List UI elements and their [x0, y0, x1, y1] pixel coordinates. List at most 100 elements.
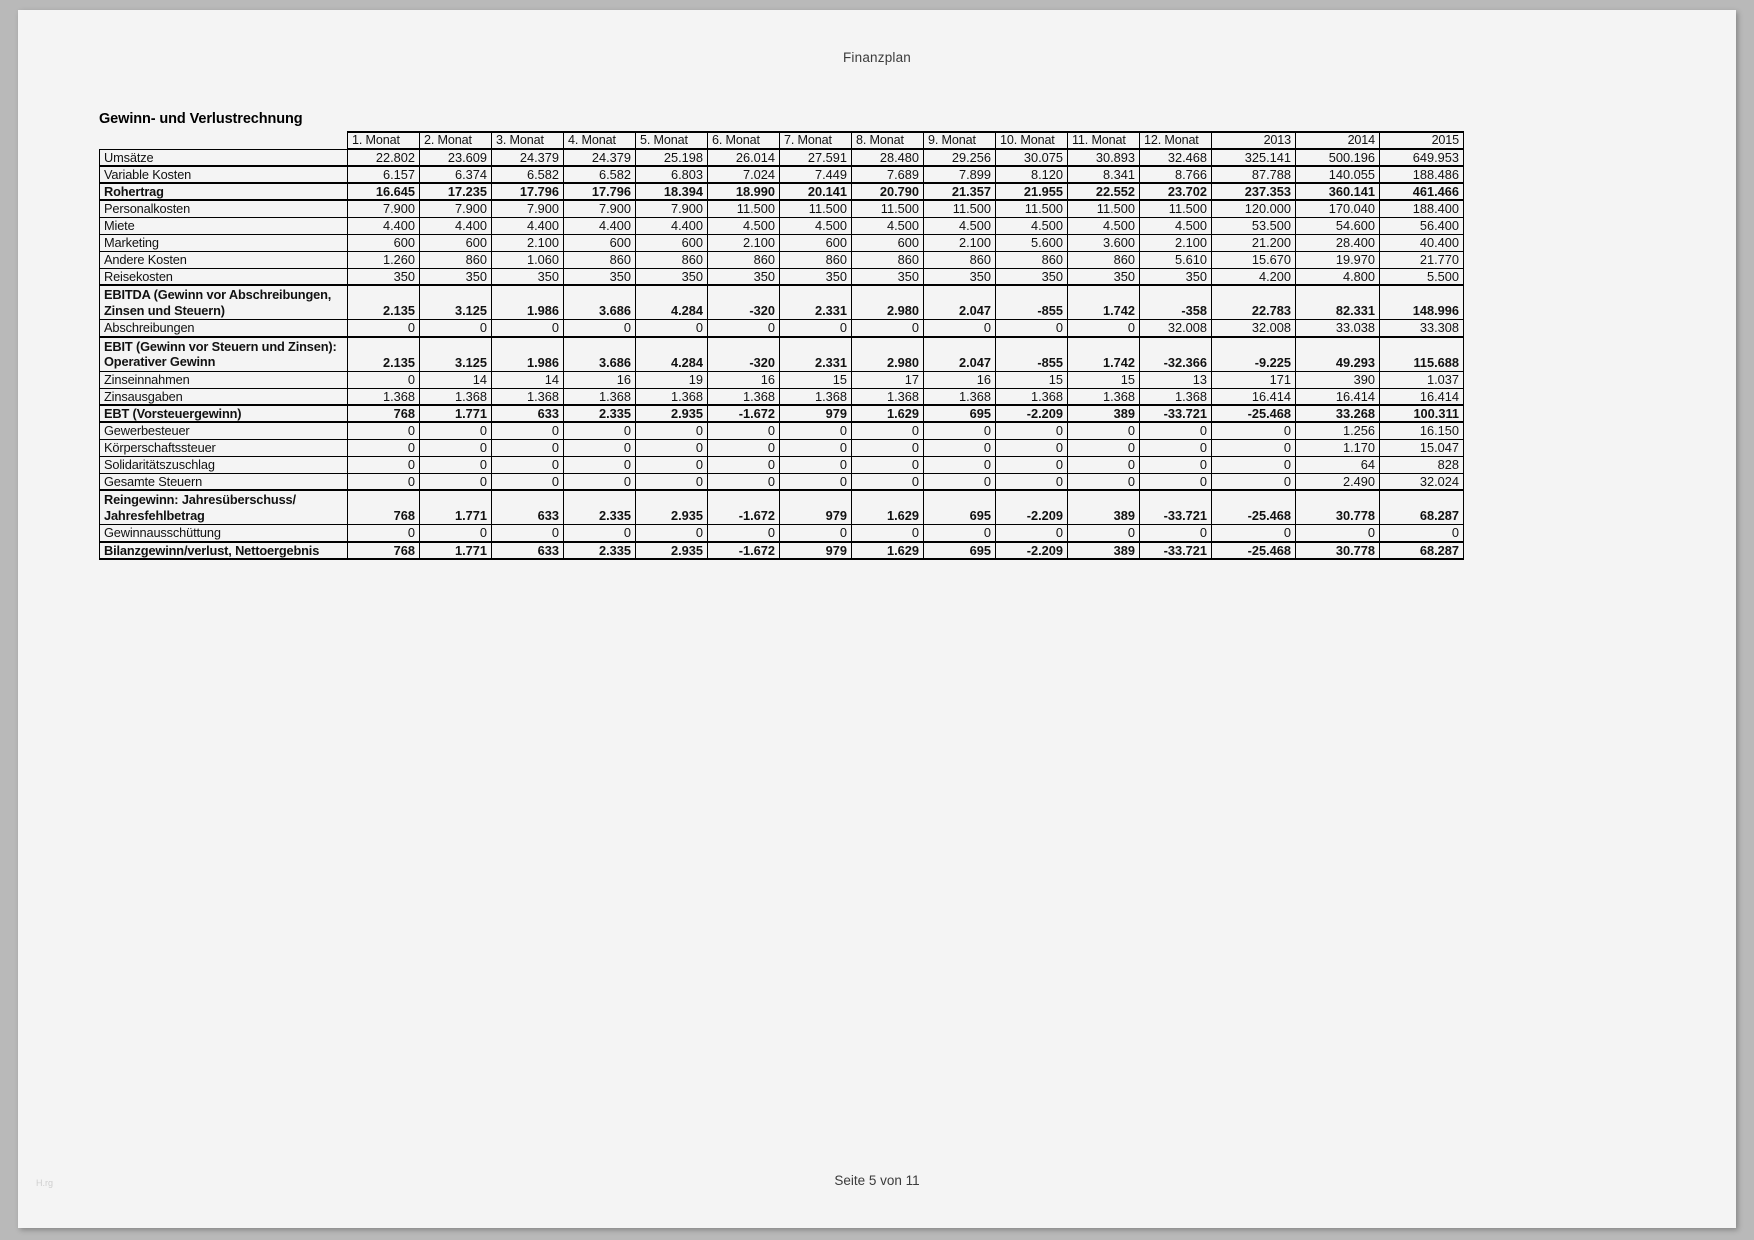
table-cell: 3.125 [419, 284, 492, 320]
table-cell: 5.610 [1139, 250, 1212, 269]
table-cell: 27.591 [779, 148, 852, 167]
row-label: EBIT (Gewinn vor Steuern und Zinsen): Op… [99, 335, 348, 372]
table-cell: 1.629 [851, 489, 924, 525]
table-cell: 1.368 [779, 387, 852, 406]
table-row: Andere Kosten 1.260 860 1.060 860 860 860 860 86… [99, 250, 1464, 269]
table-body: Umsätze 22.802 23.609 24.379 24.379 25.198 26.… [99, 148, 1464, 560]
table-cell: 17.796 [491, 182, 564, 201]
table-cell: 0 [707, 472, 780, 491]
table-cell: 24.379 [491, 148, 564, 167]
table-cell: 0 [635, 455, 708, 474]
column-header-12-monat: 12. Monat [1139, 131, 1212, 150]
table-cell: 0 [563, 455, 636, 474]
table-cell: 0 [1211, 455, 1296, 474]
table-cell: 0 [1067, 421, 1140, 440]
table-cell: 0 [779, 524, 852, 542]
table-cell: 2.135 [347, 284, 420, 320]
column-header-4-monat: 4. Monat [563, 131, 636, 150]
table-row: Gewerbesteuer 0 0 0 0 0 0 0 0 0 0 0 0 0 1.256 16.150 [99, 421, 1464, 440]
table-cell: 979 [779, 540, 852, 560]
table-cell: 860 [563, 250, 636, 269]
row-label: Rohertrag [99, 182, 348, 201]
row-label: Gewerbesteuer [99, 421, 348, 440]
table-cell: 979 [779, 489, 852, 525]
table-cell: 54.600 [1295, 216, 1380, 235]
table-cell: 325.141 [1211, 148, 1296, 167]
row-label: Solidaritätszuschlag [99, 455, 348, 474]
page-title: Gewinn- und Verlustrechnung [99, 111, 303, 127]
table-cell: 7.900 [563, 199, 636, 218]
table-cell: 1.742 [1067, 335, 1140, 372]
table-cell: 1.742 [1067, 284, 1140, 320]
row-label: Gesamte Steuern [99, 472, 348, 491]
table-cell: 350 [491, 267, 564, 286]
table-cell: 28.480 [851, 148, 924, 167]
table-cell: 32.008 [1139, 319, 1212, 337]
table-cell: 33.038 [1295, 319, 1380, 337]
table-cell: 860 [851, 250, 924, 269]
table-row: Miete 4.400 4.400 4.400 4.400 4.400 4.500 4.500… [99, 216, 1464, 235]
table-cell: 0 [347, 370, 420, 389]
table-cell: 188.486 [1379, 165, 1464, 184]
table-cell: 0 [995, 472, 1068, 491]
row-label: EBT (Vorsteuergewinn) [99, 404, 348, 423]
column-header-9-monat: 9. Monat [923, 131, 996, 150]
table-cell: 0 [1295, 524, 1380, 542]
table-cell: 2.047 [923, 335, 996, 372]
table-cell: 600 [635, 233, 708, 252]
table-cell: 695 [923, 540, 996, 560]
table-row: Reingewinn: Jahresüberschuss/ Jahresfehl… [99, 489, 1464, 525]
table-cell: -2.209 [995, 404, 1068, 423]
table-cell: 0 [563, 319, 636, 337]
table-cell: 4.400 [491, 216, 564, 235]
table-cell: 350 [1067, 267, 1140, 286]
table-cell: 11.500 [707, 199, 780, 218]
table-cell: -25.468 [1211, 404, 1296, 423]
table-cell: 2.980 [851, 284, 924, 320]
table-cell: 0 [851, 524, 924, 542]
column-header-1-monat: 1. Monat [347, 131, 420, 150]
table-cell: 633 [491, 540, 564, 560]
table-cell: 860 [779, 250, 852, 269]
table-cell: 2.047 [923, 284, 996, 320]
table-cell: 0 [1211, 472, 1296, 491]
table-cell: 3.600 [1067, 233, 1140, 252]
row-label: Miete [99, 216, 348, 235]
table-cell: 1.368 [563, 387, 636, 406]
table-header: 1. Monat 2. Monat 3. Monat 4. Monat 5. Monat… [100, 131, 1464, 150]
table-cell: -1.672 [707, 540, 780, 560]
table-cell: 1.060 [491, 250, 564, 269]
column-header-2014: 2014 [1295, 131, 1380, 150]
table-cell: 0 [1139, 524, 1212, 542]
table-cell: -33.721 [1139, 540, 1212, 560]
table-cell: -33.721 [1139, 404, 1212, 423]
table-cell: 1.368 [419, 387, 492, 406]
row-label: Marketing [99, 233, 348, 252]
table-cell: 4.800 [1295, 267, 1380, 286]
table-cell: 82.331 [1295, 284, 1380, 320]
table-cell: 0 [419, 438, 492, 457]
table-cell: 16.414 [1379, 387, 1464, 406]
table-cell: 7.900 [491, 199, 564, 218]
table-cell: 6.803 [635, 165, 708, 184]
table-cell: 4.200 [1211, 267, 1296, 286]
column-header-2015: 2015 [1379, 131, 1464, 150]
table-cell: 120.000 [1211, 199, 1296, 218]
table-cell: 15 [779, 370, 852, 389]
table-cell: 0 [779, 455, 852, 474]
table-cell: 0 [707, 455, 780, 474]
table-row: Gesamte Steuern 0 0 0 0 0 0 0 0 0 0 0 0 0 2.490 32.024 [99, 472, 1464, 491]
table-cell: 25.198 [635, 148, 708, 167]
table-cell: 87.788 [1211, 165, 1296, 184]
table-cell: 0 [347, 438, 420, 457]
table-row: Variable Kosten 6.157 6.374 6.582 6.582 6.803… [99, 165, 1464, 184]
table-cell: 860 [707, 250, 780, 269]
table-cell: 2.490 [1295, 472, 1380, 491]
table-cell: 18.394 [635, 182, 708, 201]
table-cell: 4.284 [635, 284, 708, 320]
row-label: Bilanzgewinn/verlust, Nettoergebnis [99, 540, 348, 560]
table-row: Reisekosten 350 350 350 350 350 350 350 350 350 35… [99, 267, 1464, 286]
table-cell: -855 [995, 284, 1068, 320]
table-cell: 0 [419, 524, 492, 542]
table-cell: 0 [1067, 319, 1140, 337]
